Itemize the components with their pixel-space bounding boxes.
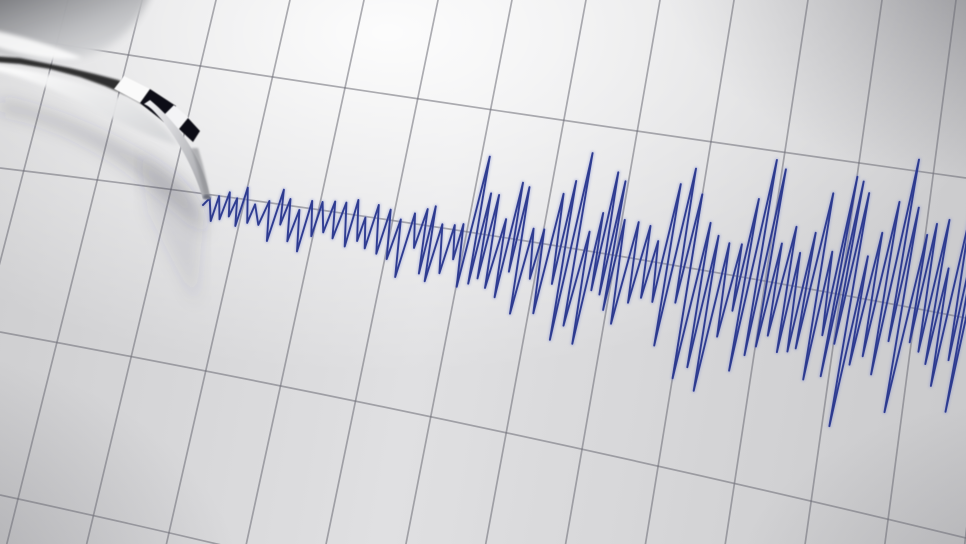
stylus-band-white-1 — [114, 76, 152, 104]
grid-line-steep — [484, 0, 587, 544]
seismic-trace — [200, 150, 966, 429]
stylus-arm-highlight — [0, 31, 82, 60]
seismograph-stylus — [0, 0, 211, 305]
stylus-paper-shadow — [0, 100, 207, 235]
grid-line-horizontal — [0, 34, 966, 179]
stylus-contact-point — [203, 194, 211, 200]
grid-line-horizontal — [0, 331, 966, 539]
grid-line-steep — [85, 0, 217, 544]
stylus-tip-shade — [191, 148, 210, 198]
stylus-arm-underside — [0, 65, 178, 145]
stylus-band-black-2 — [179, 118, 200, 142]
stylus-tip-shadow — [140, 150, 205, 305]
grid-line-horizontal — [0, 494, 221, 544]
grid-line-steep — [245, 0, 365, 544]
grid-line-steep — [325, 0, 439, 544]
trace-stroke-dark — [202, 152, 966, 427]
grid-line-steep — [165, 0, 291, 544]
